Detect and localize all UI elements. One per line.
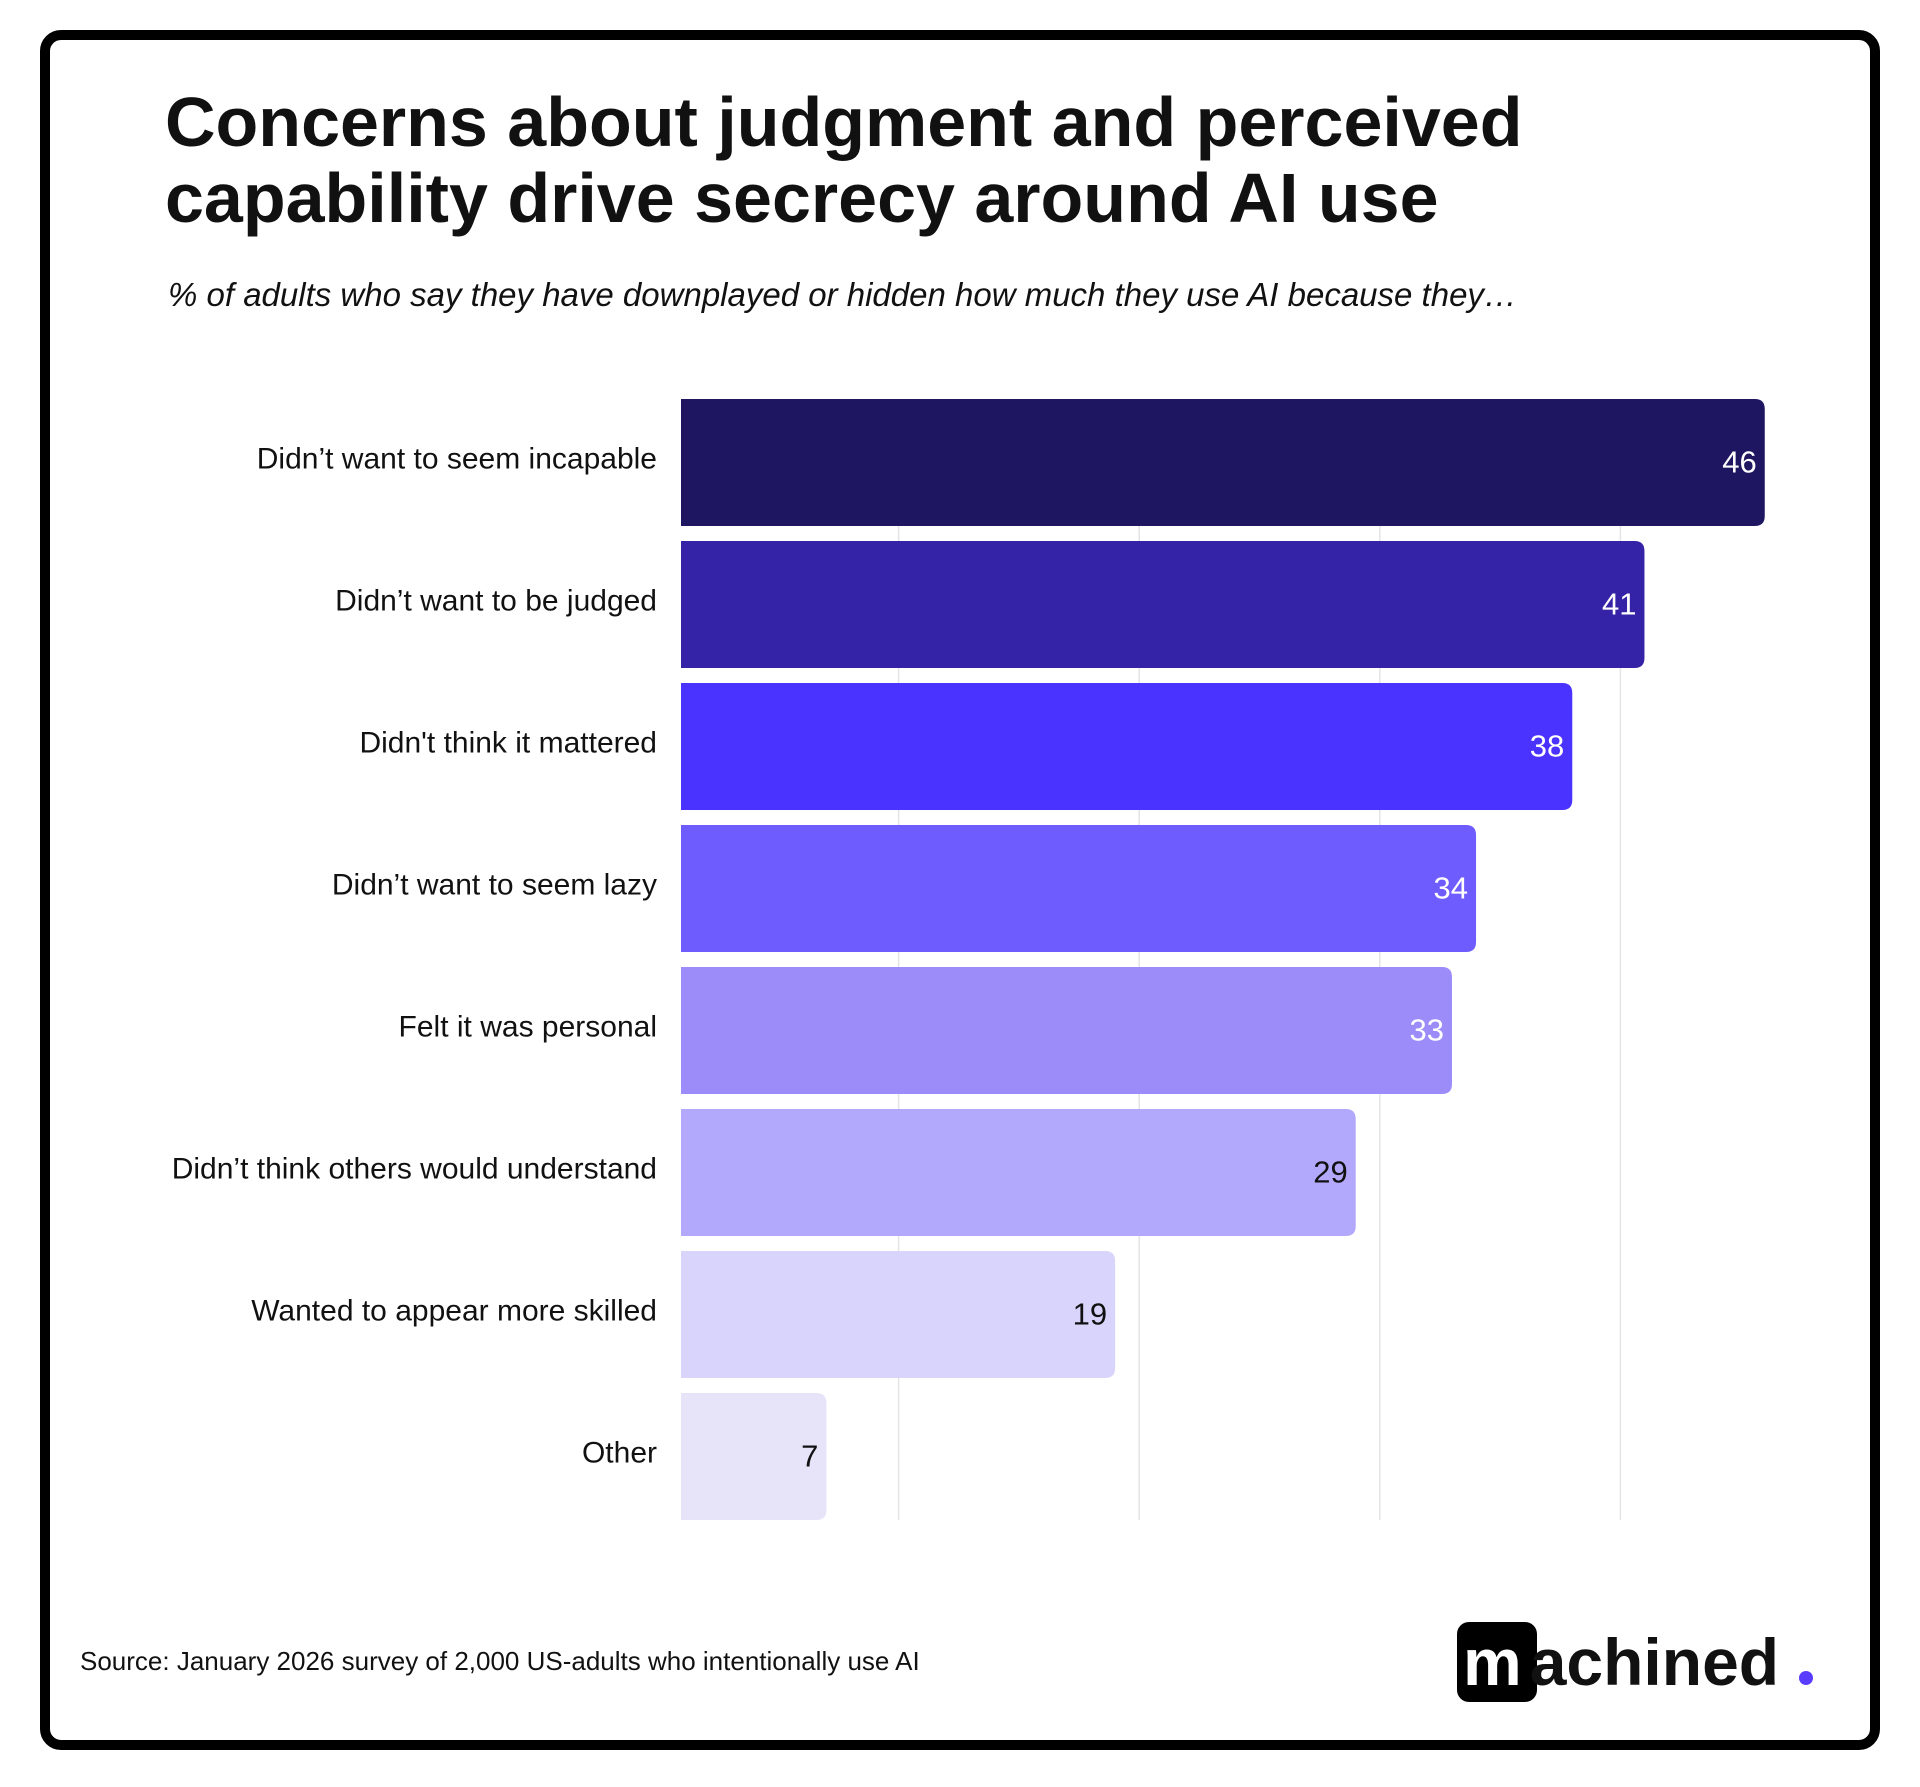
bar <box>681 1251 1116 1378</box>
value-label: 29 <box>1313 1155 1347 1190</box>
category-label: Other <box>582 1436 657 1469</box>
logo: m achined <box>1463 1625 1779 1699</box>
category-label: Didn’t think others would understand <box>172 1152 657 1185</box>
category-label: Didn’t want to seem lazy <box>332 868 657 901</box>
category-label: Didn’t want to be judged <box>335 584 657 617</box>
value-label: 38 <box>1530 729 1564 764</box>
bar <box>681 541 1645 668</box>
value-label: 19 <box>1073 1297 1107 1332</box>
source-note: Source: January 2026 survey of 2,000 US-… <box>80 1646 920 1676</box>
bar <box>681 399 1765 526</box>
logo-box <box>1457 1622 1537 1702</box>
value-label: 34 <box>1434 871 1468 906</box>
bar <box>681 1109 1356 1236</box>
chart-title: capability drive secrecy around AI use <box>165 159 1439 237</box>
category-label: Didn’t want to seem incapable <box>257 442 657 475</box>
category-label: Wanted to appear more skilled <box>251 1294 657 1327</box>
bar <box>681 967 1452 1094</box>
logo-dot <box>1799 1671 1813 1685</box>
category-label: Felt it was personal <box>399 1010 657 1043</box>
value-label: 33 <box>1409 1013 1443 1048</box>
value-label: 46 <box>1722 445 1756 480</box>
bar <box>681 825 1477 952</box>
bar <box>681 683 1573 810</box>
chart-subtitle: % of adults who say they have downplayed… <box>168 276 1517 313</box>
category-label: Didn't think it mattered <box>359 726 657 759</box>
value-label: 41 <box>1602 587 1636 622</box>
chart-title: Concerns about judgment and perceived <box>165 83 1522 161</box>
value-label: 7 <box>801 1439 818 1474</box>
bar <box>681 1393 827 1520</box>
